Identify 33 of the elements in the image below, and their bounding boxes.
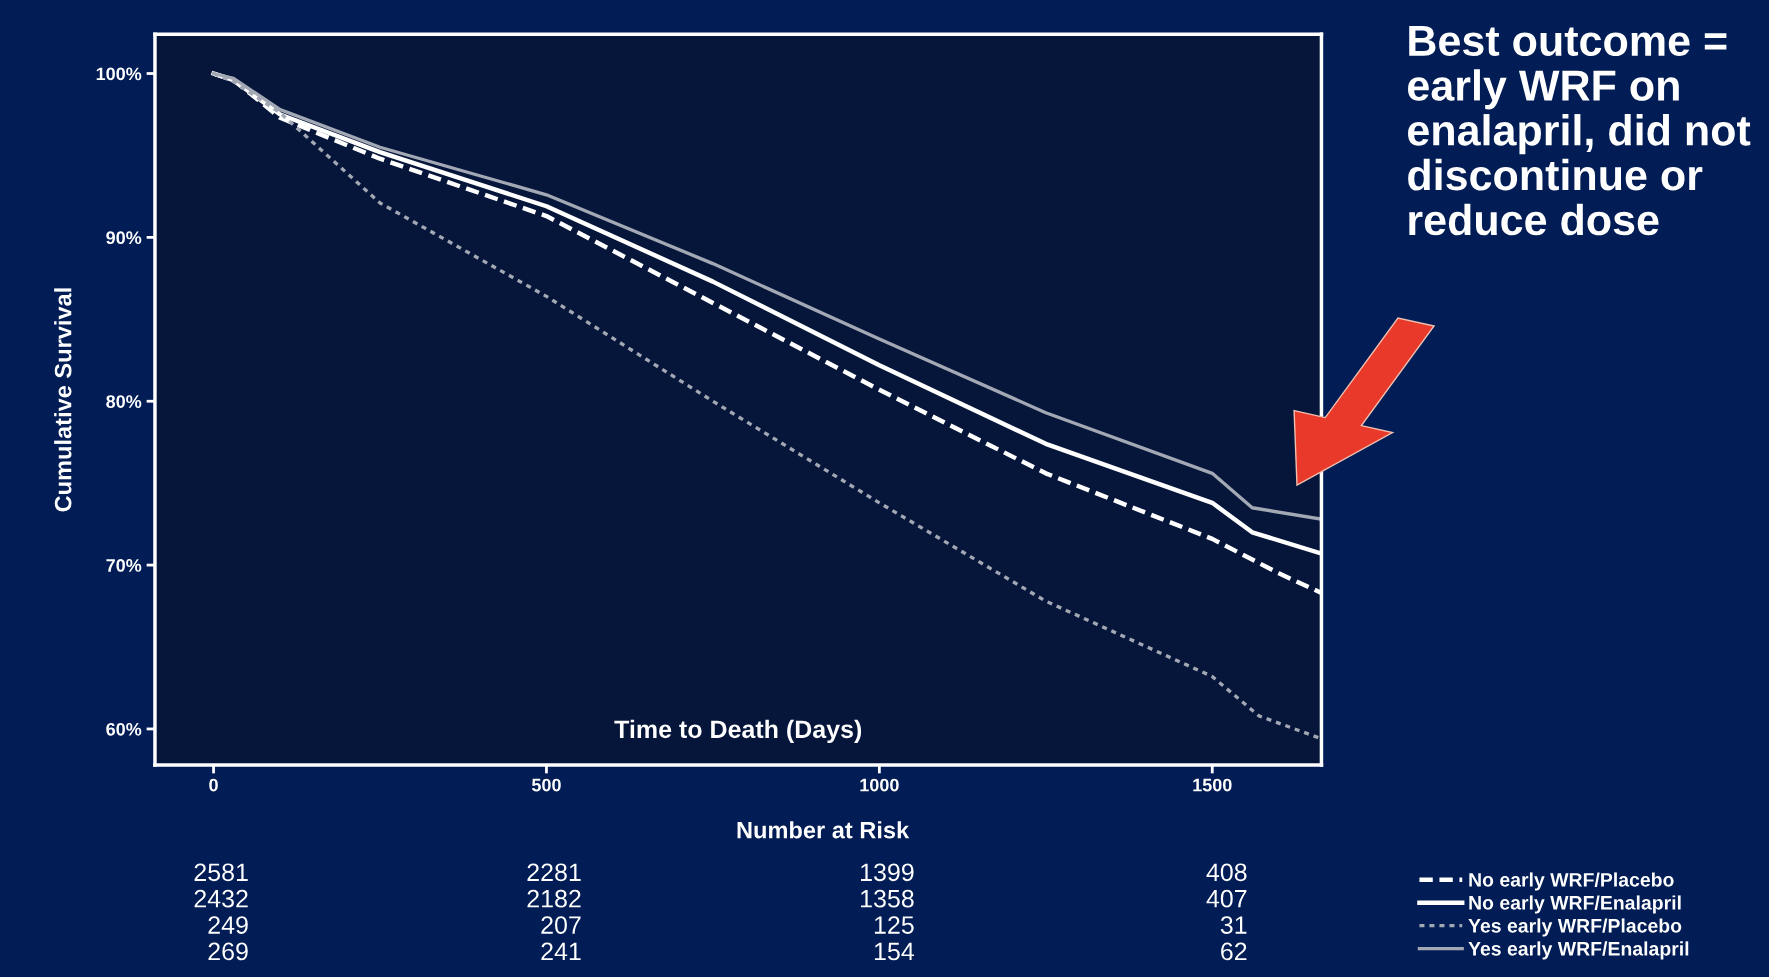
x-tick-label: 1500 xyxy=(1193,778,1232,792)
x-tick-label: 0 xyxy=(209,778,218,792)
legend-label: No early WRF/Placebo xyxy=(1469,872,1674,891)
legend-label: Yes early WRF/Enalapril xyxy=(1468,941,1689,960)
text: 2432 xyxy=(194,889,248,908)
text: 154 xyxy=(874,942,915,961)
text: 408 xyxy=(1206,863,1247,882)
legend-label: Yes early WRF/Placebo xyxy=(1468,918,1682,937)
x-tick-label: 500 xyxy=(531,778,561,792)
text: 2182 xyxy=(527,889,581,908)
y-tick-label: 60% xyxy=(106,722,142,736)
text: 207 xyxy=(541,916,581,934)
legend-label: No early WRF/Enalapril xyxy=(1469,895,1681,914)
text: 2281 xyxy=(527,863,581,882)
y-tick-label: 90% xyxy=(106,231,142,245)
text: Best outcome = early WRF on enalapril, did not discontinue or reduce dose xyxy=(1408,26,1751,236)
text: 125 xyxy=(874,916,914,934)
x-axis-title: Time to Death (Days) xyxy=(614,719,862,744)
y-tick-label: 80% xyxy=(106,395,142,408)
text: 407 xyxy=(1206,889,1247,908)
x-tick-label: 1000 xyxy=(860,778,899,792)
text: 31 xyxy=(1220,916,1247,934)
text: Number at Risk xyxy=(737,821,910,839)
text: 249 xyxy=(208,916,248,934)
text: 1399 xyxy=(861,863,914,882)
text: 241 xyxy=(541,942,581,961)
text: 2581 xyxy=(194,863,248,882)
text: 1358 xyxy=(861,889,914,908)
y-tick-label: 70% xyxy=(106,559,142,572)
text: 62 xyxy=(1221,942,1247,961)
y-axis-title: Cumulative Survival xyxy=(54,288,72,512)
text: 269 xyxy=(208,942,248,961)
y-tick-label: 100% xyxy=(96,67,142,81)
